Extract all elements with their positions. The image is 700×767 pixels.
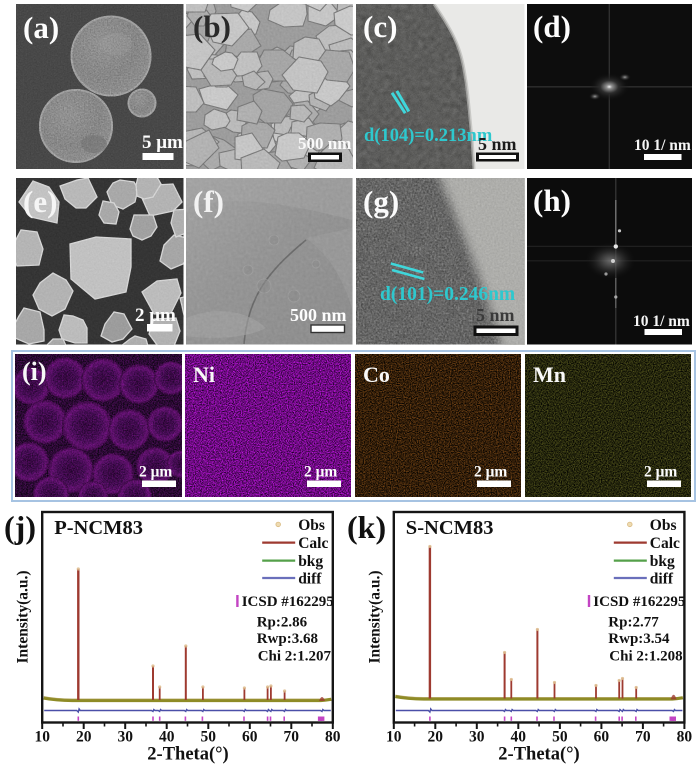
svg-text:(c): (c) [363,9,397,44]
svg-text:10 1/ nm: 10 1/ nm [633,313,690,330]
svg-text:Co: Co [363,362,390,387]
svg-text:(g): (g) [363,184,399,219]
svg-text:5 μm: 5 μm [142,132,183,153]
svg-text:5 nm: 5 nm [476,305,515,325]
svg-text:10 1/ nm: 10 1/ nm [634,137,691,154]
svg-text:ICSD #162295: ICSD #162295 [593,594,685,610]
svg-text:(j): (j) [4,509,36,545]
svg-text:2 μm: 2 μm [304,463,337,480]
svg-text:ICSD #162295: ICSD #162295 [242,594,334,610]
svg-text:Ni: Ni [193,362,215,387]
svg-text:30: 30 [469,729,485,746]
svg-text:40: 40 [511,729,527,746]
svg-text:(e): (e) [23,184,57,219]
svg-text:Intensity(a.u.): Intensity(a.u.) [366,570,383,663]
svg-text:80: 80 [677,729,693,746]
svg-text:(d): (d) [533,9,571,44]
svg-text:2 μm: 2 μm [644,463,677,480]
svg-text:2-Theta(°): 2-Theta(°) [147,745,228,765]
svg-text:10: 10 [34,729,50,746]
svg-text:60: 60 [594,729,610,746]
svg-text:(b): (b) [193,9,231,44]
svg-text:2-Theta(°): 2-Theta(°) [498,745,579,765]
svg-text:d(104)=0.213nm: d(104)=0.213nm [364,126,493,146]
svg-text:diff: diff [650,571,674,588]
svg-text:40: 40 [159,729,175,746]
svg-text:bkg: bkg [650,553,675,570]
svg-text:Chi 2:1.207: Chi 2:1.207 [258,649,332,665]
svg-text:Calc: Calc [298,535,328,552]
svg-text:d(101)=0.246nm: d(101)=0.246nm [380,284,515,305]
svg-text:Rwp:3.54: Rwp:3.54 [608,631,670,647]
svg-text:(f): (f) [193,184,224,219]
svg-text:Chi 2:1.208: Chi 2:1.208 [609,649,682,665]
svg-text:Obs: Obs [650,517,677,534]
svg-text:Calc: Calc [650,535,680,552]
svg-text:Mn: Mn [533,362,566,387]
svg-text:20: 20 [76,729,92,746]
svg-text:5 nm: 5 nm [478,134,517,154]
svg-text:500 nm: 500 nm [290,305,347,325]
svg-text:2 μm: 2 μm [135,305,176,326]
svg-text:Intensity(a.u.): Intensity(a.u.) [15,570,32,663]
svg-text:(h): (h) [533,183,571,218]
svg-text:(k): (k) [347,509,386,545]
svg-text:50: 50 [201,729,217,746]
svg-text:Rwp:3.68: Rwp:3.68 [257,631,318,647]
svg-text:60: 60 [242,729,258,746]
svg-text:500 nm: 500 nm [298,134,351,153]
svg-text:P-NCM83: P-NCM83 [54,517,143,539]
svg-text:(a): (a) [23,10,59,45]
svg-text:20: 20 [428,729,444,746]
svg-text:S-NCM83: S-NCM83 [406,517,494,539]
svg-text:2 μm: 2 μm [474,463,507,480]
svg-text:10: 10 [386,729,402,746]
svg-text:50: 50 [552,729,568,746]
svg-text:Rp:2.77: Rp:2.77 [608,615,659,631]
svg-text:30: 30 [117,729,133,746]
svg-text:Obs: Obs [298,517,325,534]
svg-text:70: 70 [635,729,651,746]
svg-text:(i): (i) [22,357,47,386]
svg-text:bkg: bkg [298,553,323,570]
svg-text:70: 70 [284,729,300,746]
svg-text:diff: diff [298,571,322,588]
svg-text:80: 80 [325,729,341,746]
svg-text:Rp:2.86: Rp:2.86 [257,615,308,631]
svg-text:2 μm: 2 μm [139,463,172,480]
